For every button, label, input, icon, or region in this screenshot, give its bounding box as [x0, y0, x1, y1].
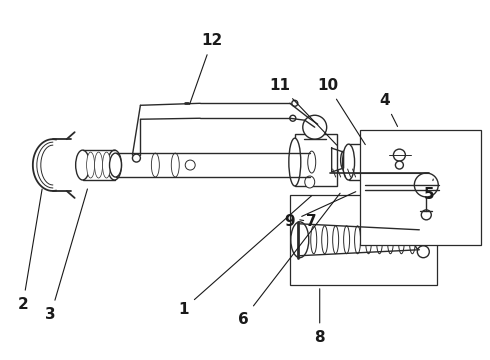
- Text: 6: 6: [238, 193, 340, 327]
- Ellipse shape: [322, 226, 328, 254]
- Text: 5: 5: [424, 179, 435, 202]
- Ellipse shape: [289, 138, 301, 186]
- Ellipse shape: [110, 153, 122, 177]
- Ellipse shape: [305, 176, 315, 188]
- Text: 11: 11: [270, 78, 337, 145]
- Bar: [360, 130, 481, 245]
- Ellipse shape: [87, 152, 95, 178]
- Text: 1: 1: [178, 196, 312, 317]
- Ellipse shape: [102, 152, 111, 178]
- Circle shape: [132, 154, 141, 162]
- Ellipse shape: [398, 226, 404, 254]
- Text: 2: 2: [18, 189, 42, 312]
- Ellipse shape: [366, 226, 371, 254]
- Bar: [295, 134, 337, 186]
- Circle shape: [393, 149, 405, 161]
- Ellipse shape: [172, 153, 179, 177]
- Circle shape: [395, 161, 403, 169]
- Ellipse shape: [415, 230, 424, 250]
- Ellipse shape: [151, 153, 159, 177]
- Text: 9: 9: [285, 192, 356, 229]
- Ellipse shape: [355, 226, 361, 254]
- Bar: [348, 144, 387, 180]
- Ellipse shape: [291, 222, 309, 258]
- Ellipse shape: [95, 152, 102, 178]
- Circle shape: [290, 115, 296, 121]
- Circle shape: [303, 115, 327, 139]
- Circle shape: [421, 210, 431, 220]
- Text: 8: 8: [315, 289, 325, 345]
- Circle shape: [417, 246, 429, 258]
- Ellipse shape: [75, 150, 90, 180]
- Ellipse shape: [409, 226, 416, 254]
- Ellipse shape: [388, 226, 393, 254]
- Text: 12: 12: [190, 33, 223, 104]
- Bar: [290, 195, 437, 285]
- Ellipse shape: [333, 226, 339, 254]
- Circle shape: [185, 160, 195, 170]
- Ellipse shape: [343, 144, 355, 180]
- Text: 3: 3: [46, 189, 87, 322]
- Ellipse shape: [311, 226, 317, 254]
- Ellipse shape: [308, 151, 316, 173]
- Ellipse shape: [107, 150, 122, 180]
- Circle shape: [292, 100, 298, 106]
- Text: 10: 10: [317, 78, 365, 145]
- Ellipse shape: [343, 226, 349, 254]
- Circle shape: [415, 173, 438, 197]
- Text: 4: 4: [379, 93, 397, 126]
- Text: 7: 7: [300, 214, 317, 229]
- Ellipse shape: [363, 148, 372, 176]
- Ellipse shape: [376, 226, 383, 254]
- Ellipse shape: [380, 144, 392, 180]
- Ellipse shape: [341, 151, 346, 169]
